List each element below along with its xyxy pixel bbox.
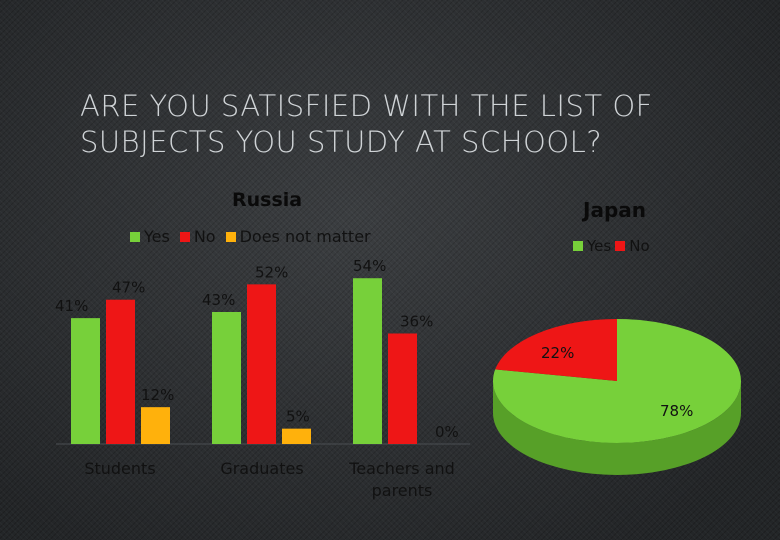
bar-value-label: 36% <box>400 312 433 330</box>
pie-slice-no <box>495 319 617 381</box>
legend-label-yes: Yes <box>144 227 170 246</box>
bar-no-2 <box>388 333 417 444</box>
legend-item-yes: Yes <box>130 227 170 246</box>
japan-legend: Yes No <box>573 237 660 255</box>
bar-yes-2 <box>353 278 382 444</box>
slide-title-line-2: subjects you study at school? <box>80 125 603 159</box>
legend-label-does-not-matter: Does not matter <box>239 227 371 246</box>
legend-item-does-not-matter: Does not matter <box>225 227 371 246</box>
bar-value-label: 43% <box>202 291 235 309</box>
bar-value-label: 5% <box>286 408 310 426</box>
bar-yes-0 <box>71 318 100 444</box>
legend-swatch-yes <box>130 231 140 242</box>
russia-chart-title: Russia <box>232 189 303 211</box>
legend-label-no: No <box>193 227 216 246</box>
bar-value-label: 54% <box>353 257 386 275</box>
pie-label-no: 22% <box>541 344 574 362</box>
bar-no-0 <box>106 299 135 444</box>
legend-label-japan-no: No <box>629 237 650 255</box>
bar-value-label: 52% <box>255 263 288 281</box>
pie-label-yes: 78% <box>660 402 693 420</box>
legend-item-japan-no: No <box>615 237 650 255</box>
legend-label-japan-yes: Yes <box>587 237 612 255</box>
legend-swatch-no <box>179 231 190 242</box>
legend-item-no: No <box>179 227 216 246</box>
bar-does_not_matter-0 <box>141 407 170 444</box>
legend-swatch-japan-no <box>615 241 626 251</box>
bar-value-label: 12% <box>141 386 174 404</box>
x-tick-label: Teachers and <box>348 459 455 478</box>
legend-swatch-japan-yes <box>573 241 583 251</box>
russia-legend: Yes No Does not matter <box>130 227 381 246</box>
bar-no-1 <box>247 284 276 444</box>
bar-does_not_matter-1 <box>282 428 311 444</box>
japan-chart-title: Japan <box>583 198 646 222</box>
pie-side-band <box>493 381 741 475</box>
x-tick-label: Graduates <box>220 459 303 478</box>
bar-value-label: 47% <box>112 279 145 297</box>
slide-title: Are you satisfied with the list of subje… <box>80 88 720 160</box>
x-tick-label: Students <box>84 459 155 478</box>
x-tick-label: parents <box>372 481 433 500</box>
slide-title-line-1: Are you satisfied with the list of <box>80 89 653 123</box>
legend-item-japan-yes: Yes <box>573 237 611 255</box>
bar-value-label: 0% <box>435 423 459 441</box>
bar-yes-1 <box>212 311 241 444</box>
bar-value-label: 41% <box>55 297 88 315</box>
legend-swatch-does-not-matter <box>225 231 236 242</box>
